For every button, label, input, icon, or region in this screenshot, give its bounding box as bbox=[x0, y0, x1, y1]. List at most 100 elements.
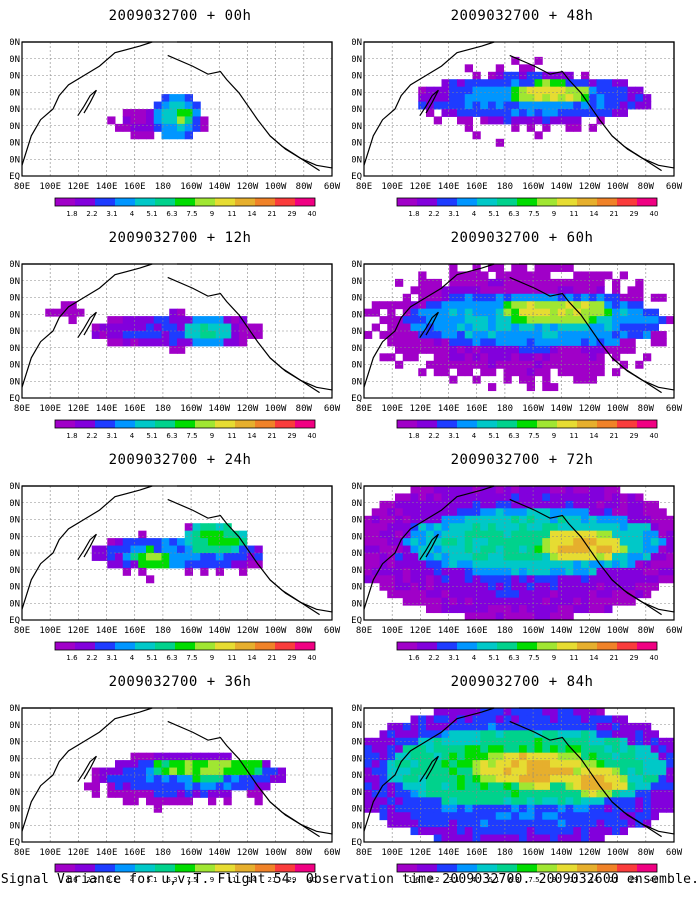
field-cell bbox=[239, 775, 248, 783]
field-cell bbox=[395, 500, 404, 509]
field-cell bbox=[464, 345, 473, 354]
field-cell bbox=[519, 782, 528, 791]
field-cell bbox=[146, 760, 155, 769]
field-cell bbox=[488, 782, 497, 791]
field-cell bbox=[200, 767, 209, 776]
field-cell bbox=[418, 293, 427, 302]
field-cell bbox=[371, 752, 380, 761]
field-cell bbox=[627, 804, 636, 813]
field-cell bbox=[526, 737, 535, 746]
coastline bbox=[21, 263, 153, 388]
field-cell bbox=[215, 530, 224, 539]
field-cell bbox=[635, 752, 644, 761]
field-cell bbox=[565, 782, 574, 791]
field-cell bbox=[511, 789, 520, 798]
field-cell bbox=[488, 264, 497, 272]
colorbar-label: 40 bbox=[650, 432, 659, 440]
field-cell bbox=[488, 545, 497, 554]
colorbar-swatch bbox=[537, 420, 557, 428]
field-cell bbox=[441, 508, 450, 517]
field-cell bbox=[387, 752, 396, 761]
field-cell bbox=[565, 752, 574, 761]
field-cell bbox=[511, 590, 520, 599]
field-cell bbox=[519, 345, 528, 354]
field-cell bbox=[666, 775, 675, 783]
field-cell bbox=[519, 308, 528, 317]
field-cell bbox=[550, 360, 559, 369]
field-cell bbox=[387, 538, 396, 547]
field-cell bbox=[596, 553, 605, 561]
field-cell bbox=[449, 308, 458, 317]
colorbar-swatch bbox=[537, 198, 557, 206]
field-cell bbox=[122, 316, 131, 325]
field-cell bbox=[262, 760, 271, 769]
field-cell bbox=[526, 500, 535, 509]
field-cell bbox=[658, 560, 667, 569]
field-cell bbox=[177, 797, 186, 806]
field-cell bbox=[177, 545, 186, 554]
field-cell bbox=[169, 553, 178, 561]
field-cell bbox=[627, 782, 636, 791]
field-cell bbox=[364, 331, 373, 339]
field-cell bbox=[480, 271, 489, 280]
field-cell bbox=[457, 109, 466, 117]
field-cell bbox=[627, 94, 636, 103]
field-cell bbox=[635, 316, 644, 325]
field-cell bbox=[550, 293, 559, 302]
field-cell bbox=[410, 508, 419, 517]
field-cell bbox=[557, 323, 566, 332]
field-cell bbox=[161, 323, 170, 332]
field-cell bbox=[449, 560, 458, 569]
field-cell bbox=[596, 323, 605, 332]
colorbar-swatch bbox=[235, 198, 255, 206]
field-cell bbox=[169, 760, 178, 769]
field-cell bbox=[395, 819, 404, 828]
field-cell bbox=[153, 767, 162, 776]
field-cell bbox=[371, 804, 380, 813]
field-cell bbox=[426, 560, 435, 569]
field-cell bbox=[588, 278, 597, 287]
y-tick-label: 20N bbox=[352, 583, 362, 593]
field-cell bbox=[371, 737, 380, 746]
field-cell bbox=[200, 789, 209, 798]
field-cell bbox=[519, 575, 528, 584]
field-cell bbox=[480, 86, 489, 95]
field-cell bbox=[557, 316, 566, 325]
field-cell bbox=[519, 560, 528, 569]
field-cell bbox=[495, 730, 504, 739]
field-cell bbox=[619, 79, 628, 88]
x-tick-label: 160E bbox=[466, 404, 488, 414]
field-cell bbox=[635, 804, 644, 813]
y-tick-label: 30N bbox=[10, 122, 20, 132]
field-cell bbox=[534, 79, 543, 88]
field-cell bbox=[480, 760, 489, 769]
field-cell bbox=[449, 708, 458, 716]
field-cell bbox=[573, 760, 582, 769]
field-cell bbox=[619, 345, 628, 354]
field-cell bbox=[503, 582, 512, 591]
field-cell bbox=[503, 560, 512, 569]
field-cell bbox=[519, 834, 528, 843]
colorbar-swatch bbox=[617, 420, 637, 428]
x-tick-label: 60W bbox=[666, 404, 683, 414]
field-cell bbox=[511, 582, 520, 591]
field-cell bbox=[519, 775, 528, 783]
field-cell bbox=[619, 789, 628, 798]
field-cell bbox=[627, 101, 636, 110]
field-cell bbox=[418, 752, 427, 761]
field-cell bbox=[511, 123, 520, 132]
colorbar-label: 9 bbox=[552, 432, 556, 440]
field-cell bbox=[387, 797, 396, 806]
field-cell bbox=[480, 545, 489, 554]
field-cell bbox=[550, 775, 559, 783]
field-cell bbox=[433, 722, 442, 731]
field-cell bbox=[612, 545, 621, 554]
colorbar-label: 21 bbox=[268, 210, 277, 218]
field-cell bbox=[426, 360, 435, 369]
field-cell bbox=[627, 345, 636, 354]
field-cell bbox=[619, 827, 628, 836]
colorbar-swatch bbox=[215, 642, 235, 650]
field-cell bbox=[246, 760, 255, 769]
field-cell bbox=[588, 301, 597, 310]
colorbar-swatch bbox=[637, 642, 657, 650]
